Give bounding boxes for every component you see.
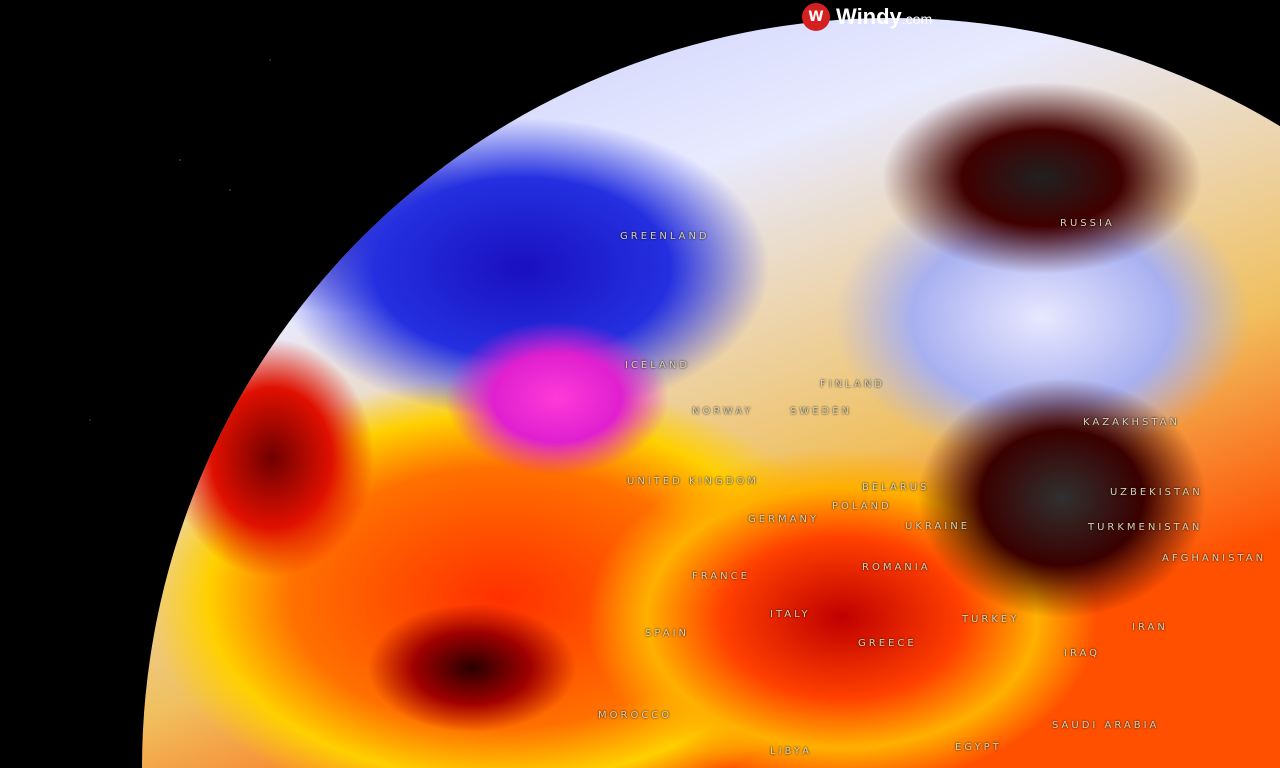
country-label: IRAQ xyxy=(1064,648,1101,659)
country-label: ROMANIA xyxy=(862,562,931,573)
country-label: SAUDI ARABIA xyxy=(1052,720,1160,731)
windy-logo[interactable]: W Windy.com xyxy=(802,3,932,31)
country-label: MOROCCO xyxy=(598,710,673,721)
country-label: ICELAND xyxy=(625,360,691,371)
country-label: UNITED KINGDOM xyxy=(627,476,759,487)
country-label: GERMANY xyxy=(748,514,820,525)
country-label: GREENLAND xyxy=(620,231,710,242)
country-label: TURKMENISTAN xyxy=(1088,522,1203,533)
windy-logo-icon: W xyxy=(802,3,830,31)
country-label: GREECE xyxy=(858,638,917,649)
brand-name: Windy xyxy=(836,4,902,29)
country-label: UKRAINE xyxy=(905,521,971,532)
country-label: SWEDEN xyxy=(790,406,853,417)
country-label: SPAIN xyxy=(645,628,690,639)
country-label: POLAND xyxy=(832,501,892,512)
brand-suffix: .com xyxy=(901,11,933,27)
country-label: FINLAND xyxy=(820,379,886,390)
country-label: BELARUS xyxy=(862,482,930,493)
country-label: ITALY xyxy=(770,609,811,620)
country-label: RUSSIA xyxy=(1060,218,1115,229)
country-label: FRANCE xyxy=(692,571,750,582)
country-label: NORWAY xyxy=(692,406,754,417)
country-label: AFGHANISTAN xyxy=(1162,553,1267,564)
country-label: TURKEY xyxy=(962,614,1020,625)
country-label: UZBEKISTAN xyxy=(1110,487,1203,498)
country-label: KAZAKHSTAN xyxy=(1083,417,1180,428)
country-label: IRAN xyxy=(1132,622,1168,633)
country-label: LIBYA xyxy=(770,746,813,757)
country-label: EGYPT xyxy=(955,742,1002,753)
